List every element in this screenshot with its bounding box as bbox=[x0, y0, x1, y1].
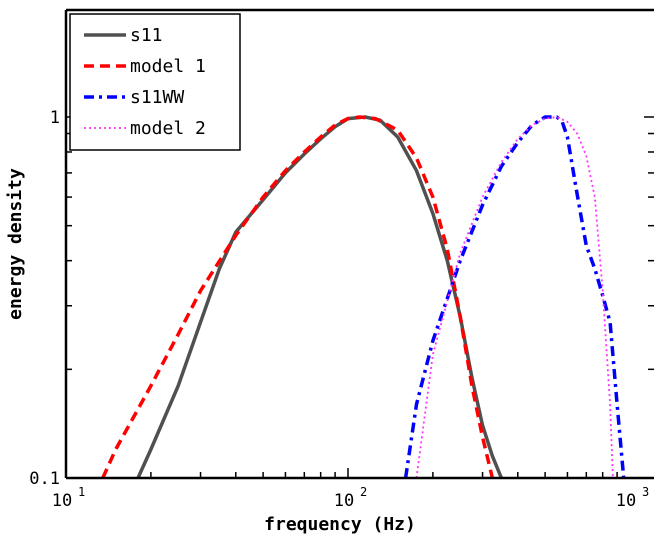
y-axis-label: energy density bbox=[5, 168, 26, 320]
axes-frame bbox=[64, 8, 654, 480]
tick-labels: 10 1 10 2 10 3 0.1 1 bbox=[29, 108, 649, 511]
x-tick-exponent: 2 bbox=[360, 485, 367, 499]
legend-label: s11WW bbox=[130, 87, 184, 108]
legend-label: model 1 bbox=[130, 56, 206, 77]
x-tick-label: 10 bbox=[616, 491, 636, 511]
legend: s11 model 1 s11WW model 2 bbox=[69, 13, 241, 151]
series-layer bbox=[101, 115, 626, 478]
x-tick-label: 10 bbox=[52, 491, 72, 511]
legend-label: model 2 bbox=[130, 118, 206, 139]
x-tick-exponent: 1 bbox=[78, 485, 85, 499]
y-tick-label: 1 bbox=[50, 108, 60, 128]
x-axis-label: frequency (Hz) bbox=[264, 514, 416, 535]
x-tick-exponent: 3 bbox=[642, 485, 649, 499]
x-tick-label: 10 bbox=[334, 491, 354, 511]
legend-label: s11 bbox=[130, 25, 163, 46]
y-tick-label: 0.1 bbox=[29, 469, 60, 489]
